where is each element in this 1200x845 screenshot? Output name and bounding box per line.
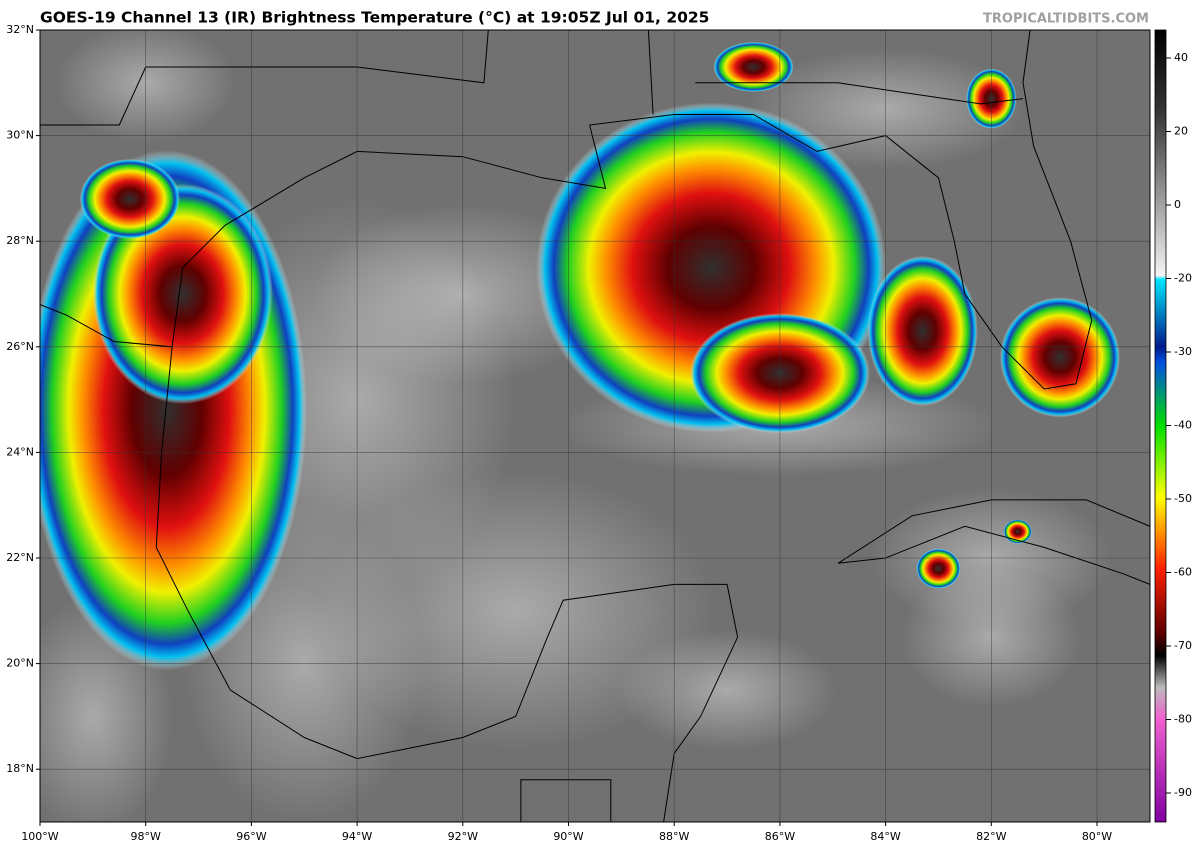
storm	[1003, 519, 1032, 544]
colorbar-label: -40	[1174, 419, 1192, 432]
storm	[713, 41, 794, 92]
coastline	[647, 30, 654, 115]
colorbar-label: -90	[1174, 786, 1192, 799]
storm	[916, 548, 961, 589]
colorbar	[1154, 29, 1167, 823]
colorbar-label: -60	[1174, 566, 1192, 579]
colorbar-label: 0	[1174, 198, 1181, 211]
lat-label: 26°N	[6, 340, 34, 353]
colorbar-label: -70	[1174, 639, 1192, 652]
colorbar-label: -50	[1174, 492, 1192, 505]
colorbar-label: -20	[1174, 272, 1192, 285]
colorbar-label: -30	[1174, 345, 1192, 358]
storm	[1000, 297, 1121, 418]
cloud	[617, 630, 838, 750]
lat-label: 24°N	[6, 445, 34, 458]
lat-label: 30°N	[6, 129, 34, 142]
coastline	[520, 779, 612, 822]
map	[40, 30, 1150, 822]
lon-label: 94°W	[342, 830, 372, 843]
coastline	[837, 525, 1150, 585]
storm	[79, 158, 180, 239]
colorbar-label: 20	[1174, 125, 1188, 138]
colorbar-label: 40	[1174, 51, 1188, 64]
colorbar-label: -80	[1174, 713, 1192, 726]
credit: TROPICALTIDBITS.COM	[983, 12, 1149, 27]
storm	[92, 184, 273, 404]
lon-label: 96°W	[236, 830, 266, 843]
lat-label: 18°N	[6, 762, 34, 775]
lon-label: 88°W	[659, 830, 689, 843]
lon-label: 100°W	[21, 830, 58, 843]
lat-label: 32°N	[6, 23, 34, 36]
lon-label: 82°W	[976, 830, 1006, 843]
lon-label: 98°W	[131, 830, 161, 843]
map-frame	[39, 29, 1151, 823]
coastline	[695, 82, 1024, 105]
lon-label: 92°W	[448, 830, 478, 843]
lat-label: 20°N	[6, 657, 34, 670]
lon-label: 86°W	[765, 830, 795, 843]
lon-label: 84°W	[870, 830, 900, 843]
lat-label: 28°N	[6, 234, 34, 247]
lon-label: 90°W	[553, 830, 583, 843]
coastline	[837, 499, 1150, 564]
coastline	[40, 30, 1093, 390]
storm	[867, 255, 978, 406]
lat-label: 22°N	[6, 551, 34, 564]
lon-label: 80°W	[1082, 830, 1112, 843]
title: GOES-19 Channel 13 (IR) Brightness Tempe…	[40, 9, 709, 27]
